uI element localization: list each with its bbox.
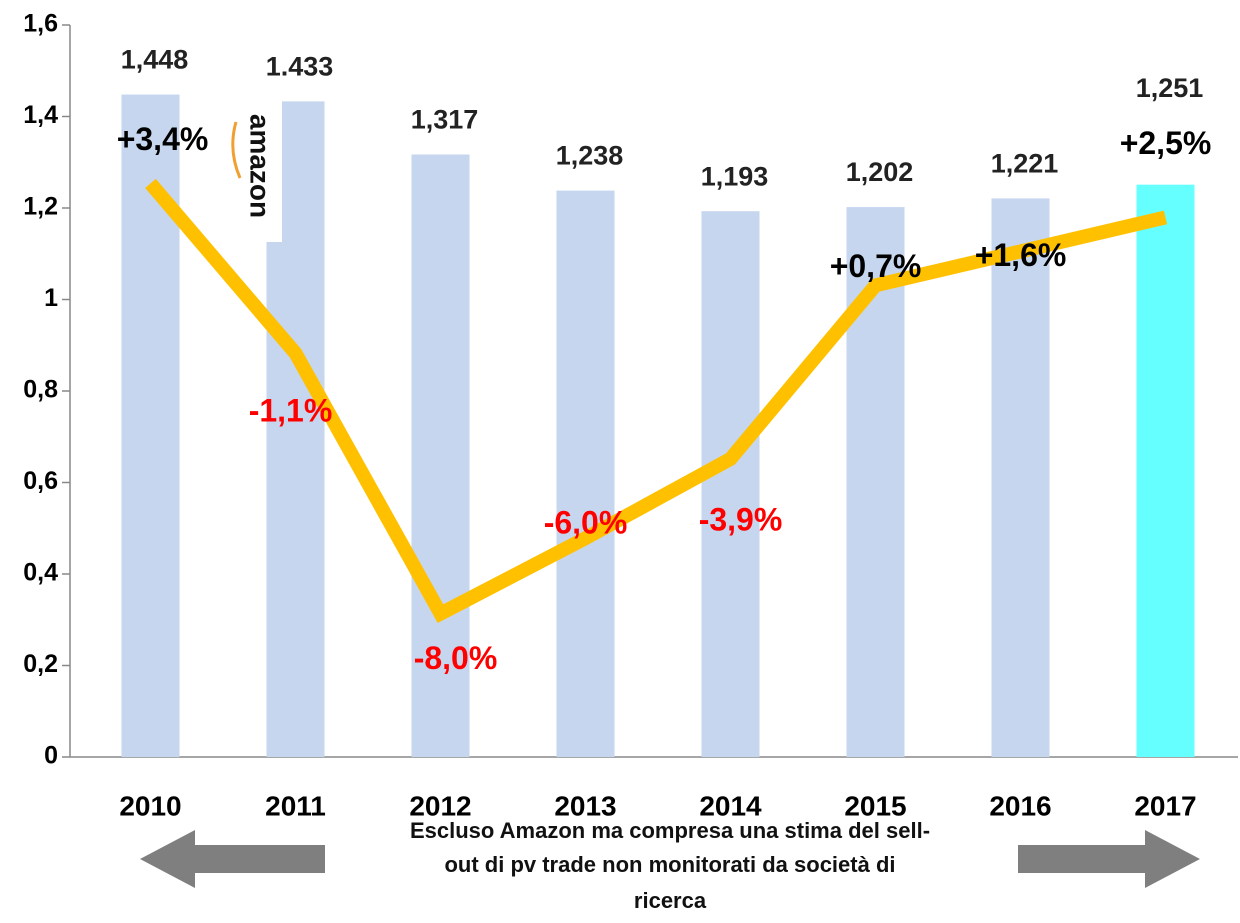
y-tick-label: 1,2 (23, 193, 58, 221)
bar (556, 190, 615, 758)
x-tick-label: 2017 (1134, 790, 1196, 821)
x-tick-label: 2014 (699, 790, 762, 821)
y-tick-label: 0,4 (23, 559, 58, 587)
growth-label: -6,0% (544, 505, 628, 541)
x-tick-label: 2016 (989, 790, 1051, 821)
left-arrow (140, 830, 325, 888)
bar-value-label: 1,317 (411, 105, 479, 135)
bar-value-label: 1,448 (121, 45, 189, 75)
bar (991, 198, 1050, 757)
bar-value-label: 1,251 (1136, 73, 1204, 103)
y-tick-label: 0,8 (23, 376, 58, 404)
growth-label: +1,6% (975, 237, 1067, 273)
y-tick-label: 1,6 (23, 10, 58, 38)
right-arrow (1018, 830, 1200, 888)
y-tick-label: 1,4 (23, 101, 58, 129)
bar (411, 154, 470, 757)
annotation: Escluso Amazon ma compresa una stima del… (410, 818, 930, 843)
arrows (140, 830, 1200, 888)
x-tick-label: 2010 (119, 790, 181, 821)
x-tick-label: 2013 (554, 790, 616, 821)
growth-label: +3,4% (117, 121, 209, 157)
bar-value-label: 1,202 (846, 157, 914, 187)
bar-value-label: 1,238 (556, 141, 624, 171)
growth-label: -1,1% (249, 393, 333, 429)
growth-label: -3,9% (699, 501, 783, 537)
y-tick-label: 0,6 (23, 467, 58, 495)
annotation: ricerca (634, 888, 707, 913)
growth-label: +2,5% (1120, 125, 1212, 161)
logo: amazon (245, 114, 276, 218)
growth-label: +0,7% (830, 248, 922, 284)
y-tick-label: 0 (44, 742, 58, 770)
x-tick-label: 2011 (265, 790, 326, 821)
annotation: out di pv trade non monitorati da societ… (444, 852, 895, 877)
bar (701, 211, 760, 757)
x-tick-label: 2012 (409, 790, 471, 821)
bar-value-label: 1.433 (266, 52, 334, 82)
logo-box (246, 90, 282, 242)
y-tick-label: 0,2 (23, 650, 58, 678)
logo-smile (231, 121, 242, 179)
bar-value-label: 1,193 (701, 161, 769, 191)
bar (1136, 184, 1195, 758)
x-tick-label: 2015 (844, 790, 906, 821)
growth-line (145, 178, 1168, 623)
y-tick-label: 1 (44, 284, 58, 312)
bar-value-label: 1,221 (991, 149, 1059, 179)
growth-label: -8,0% (414, 640, 498, 676)
